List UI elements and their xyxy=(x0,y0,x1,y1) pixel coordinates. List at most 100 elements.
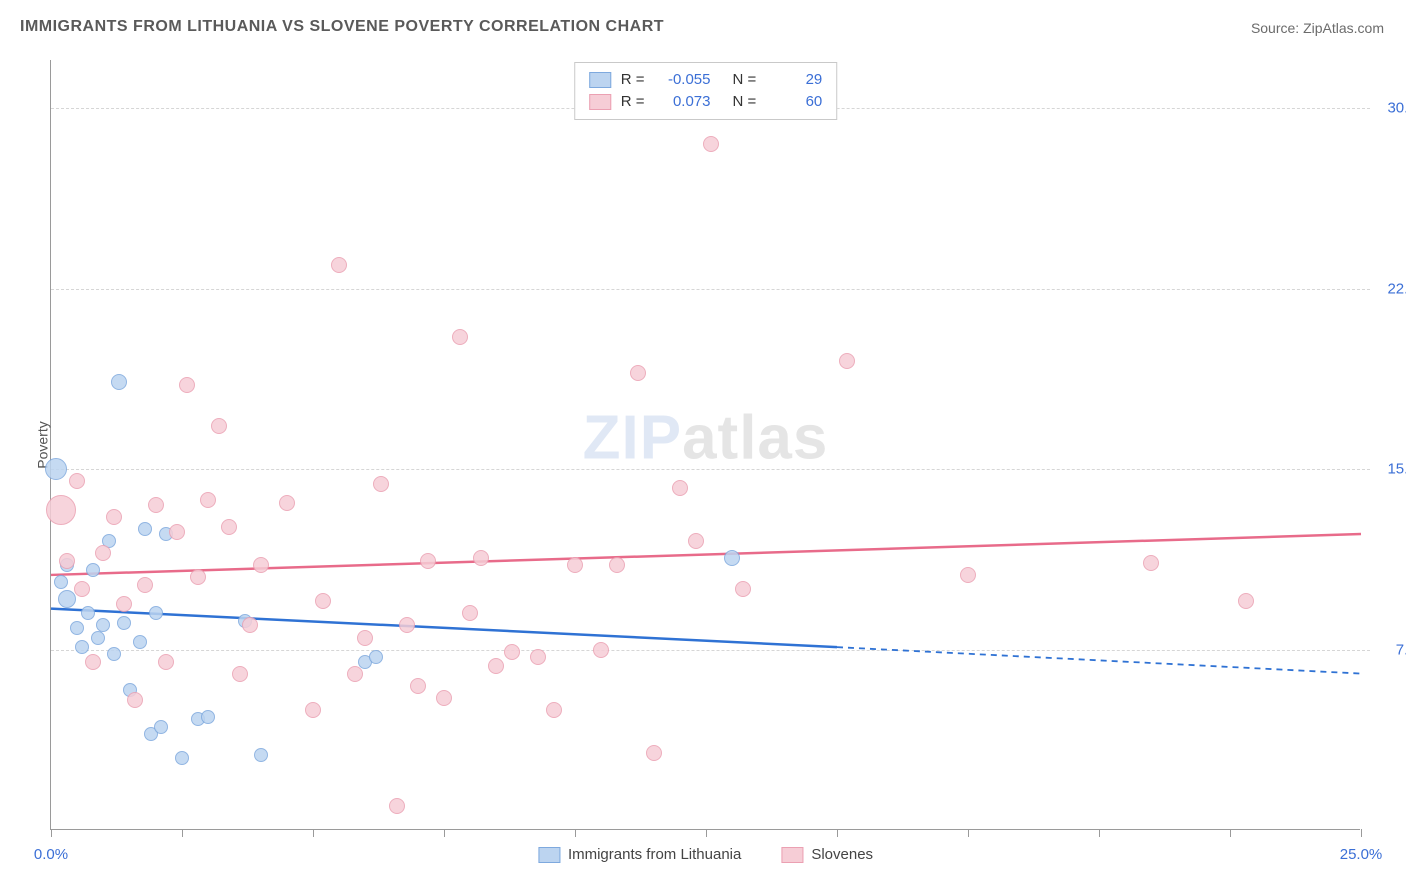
data-point xyxy=(357,630,373,646)
legend-r-value: -0.055 xyxy=(655,69,711,91)
watermark-part-a: ZIP xyxy=(583,403,682,472)
data-point xyxy=(95,545,111,561)
data-point xyxy=(106,509,122,525)
data-point xyxy=(315,593,331,609)
x-tick xyxy=(1361,829,1362,837)
data-point xyxy=(530,649,546,665)
data-point xyxy=(567,557,583,573)
data-point xyxy=(190,569,206,585)
watermark: ZIPatlas xyxy=(583,402,829,473)
data-point xyxy=(646,745,662,761)
data-point xyxy=(347,666,363,682)
gridline xyxy=(51,289,1370,290)
legend-item: Immigrants from Lithuania xyxy=(538,846,741,863)
gridline xyxy=(51,650,1370,651)
data-point xyxy=(452,329,468,345)
x-tick xyxy=(706,829,707,837)
y-tick-label: 30.0% xyxy=(1387,100,1406,117)
data-point xyxy=(74,581,90,597)
data-point xyxy=(369,650,383,664)
data-point xyxy=(117,616,131,630)
data-point xyxy=(410,678,426,694)
data-point xyxy=(305,702,321,718)
y-tick-label: 22.5% xyxy=(1387,280,1406,297)
legend-item: Slovenes xyxy=(781,846,873,863)
legend-label: Immigrants from Lithuania xyxy=(568,846,741,863)
data-point xyxy=(331,257,347,273)
x-tick xyxy=(968,829,969,837)
data-point xyxy=(81,606,95,620)
legend-swatch xyxy=(538,847,560,863)
data-point xyxy=(546,702,562,718)
source-label: Source: ZipAtlas.com xyxy=(1251,20,1384,36)
data-point xyxy=(1143,555,1159,571)
legend-swatch xyxy=(589,94,611,110)
data-point xyxy=(46,495,76,525)
data-point xyxy=(473,550,489,566)
data-point xyxy=(420,553,436,569)
data-point xyxy=(96,618,110,632)
data-point xyxy=(242,617,258,633)
data-point xyxy=(609,557,625,573)
x-tick xyxy=(837,829,838,837)
legend-swatch xyxy=(589,72,611,88)
data-point xyxy=(839,353,855,369)
data-point xyxy=(111,374,127,390)
data-point xyxy=(232,666,248,682)
data-point xyxy=(735,581,751,597)
data-point xyxy=(85,654,101,670)
legend-swatch xyxy=(781,847,803,863)
data-point xyxy=(154,720,168,734)
trend-line xyxy=(51,534,1361,575)
data-point xyxy=(54,575,68,589)
data-point xyxy=(253,557,269,573)
legend-row: R =-0.055N =29 xyxy=(589,69,823,91)
legend-n-label: N = xyxy=(733,69,757,91)
data-point xyxy=(45,458,67,480)
data-point xyxy=(211,418,227,434)
data-point xyxy=(389,798,405,814)
data-point xyxy=(59,553,75,569)
plot-area: Poverty ZIPatlas R =-0.055N =29R =0.073N… xyxy=(50,60,1360,830)
x-tick-label: 0.0% xyxy=(34,846,68,863)
data-point xyxy=(158,654,174,670)
data-point xyxy=(116,596,132,612)
data-point xyxy=(137,577,153,593)
data-point xyxy=(200,492,216,508)
data-point xyxy=(221,519,237,535)
data-point xyxy=(279,495,295,511)
data-point xyxy=(133,635,147,649)
data-point xyxy=(148,497,164,513)
data-point xyxy=(630,365,646,381)
data-point xyxy=(127,692,143,708)
x-tick xyxy=(182,829,183,837)
x-tick-label: 25.0% xyxy=(1340,846,1383,863)
data-point xyxy=(960,567,976,583)
x-tick xyxy=(444,829,445,837)
legend-r-label: R = xyxy=(621,69,645,91)
data-point xyxy=(373,476,389,492)
data-point xyxy=(436,690,452,706)
data-point xyxy=(672,480,688,496)
data-point xyxy=(58,590,76,608)
data-point xyxy=(179,377,195,393)
legend-row: R =0.073N =60 xyxy=(589,91,823,113)
correlation-legend: R =-0.055N =29R =0.073N =60 xyxy=(574,62,838,120)
legend-label: Slovenes xyxy=(811,846,873,863)
x-tick xyxy=(1230,829,1231,837)
data-point xyxy=(175,751,189,765)
data-point xyxy=(593,642,609,658)
data-point xyxy=(107,647,121,661)
data-point xyxy=(91,631,105,645)
data-point xyxy=(504,644,520,660)
y-tick-label: 15.0% xyxy=(1387,461,1406,478)
data-point xyxy=(138,522,152,536)
chart-title: IMMIGRANTS FROM LITHUANIA VS SLOVENE POV… xyxy=(20,18,664,36)
data-point xyxy=(149,606,163,620)
x-tick xyxy=(575,829,576,837)
data-point xyxy=(399,617,415,633)
legend-r-value: 0.073 xyxy=(655,91,711,113)
legend-n-value: 60 xyxy=(766,91,822,113)
legend-n-label: N = xyxy=(733,91,757,113)
data-point xyxy=(169,524,185,540)
